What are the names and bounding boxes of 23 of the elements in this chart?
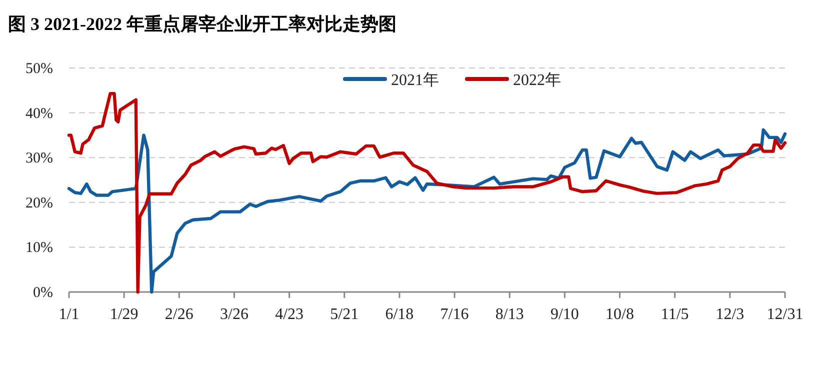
- y-tick-label: 10%: [26, 240, 53, 256]
- legend-label: 2021年: [391, 72, 439, 89]
- x-tick-label: 12/31: [766, 306, 804, 323]
- x-tick-label: 5/21: [330, 306, 359, 323]
- chart-title: 图 3 2021-2022 年重点屠宰企业开工率对比走势图: [8, 14, 396, 34]
- x-tick-label: 2/26: [164, 306, 194, 323]
- x-tick-label: 4/23: [275, 306, 304, 323]
- x-tick-label: 11/5: [660, 306, 689, 323]
- x-tick-label: 3/26: [220, 306, 248, 323]
- x-tick-label: 9/10: [550, 306, 579, 323]
- y-tick-label: 20%: [26, 195, 53, 212]
- x-tick-label: 1/1: [58, 306, 80, 323]
- y-tick-label: 0%: [33, 285, 53, 301]
- y-tick-label: 50%: [26, 61, 53, 77]
- y-tick-label: 40%: [26, 106, 53, 122]
- x-tick-label: 6/18: [385, 306, 414, 323]
- x-tick-label: 8/13: [495, 306, 524, 323]
- legend-label: 2022年: [513, 72, 561, 89]
- x-tick-label: 10/8: [606, 306, 634, 323]
- x-tick-label: 7/16: [440, 306, 469, 323]
- y-tick-label: 30%: [26, 150, 53, 167]
- x-tick-label: 12/3: [716, 306, 744, 323]
- x-tick-label: 1/29: [110, 306, 138, 323]
